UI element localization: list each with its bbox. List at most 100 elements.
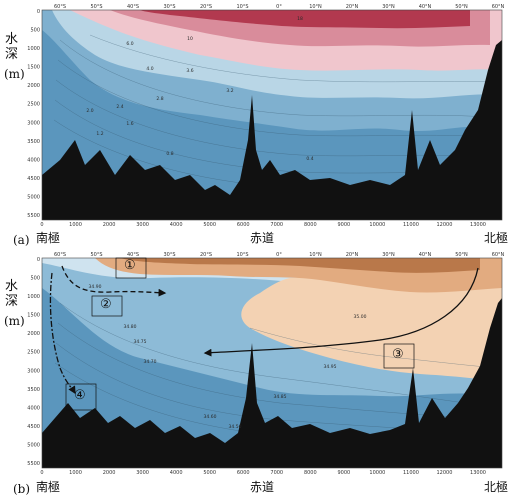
latitude-tick-label: 20°N xyxy=(346,4,359,10)
depth-tick-label: 5000 xyxy=(27,442,40,448)
contour-value-label: 34.75 xyxy=(134,339,147,345)
contour-value-label: 35.00 xyxy=(354,314,367,320)
latitude-tick-label: 0° xyxy=(276,4,282,10)
contour-value-label: 34.95 xyxy=(324,364,337,370)
distance-tick-label: 0 xyxy=(40,222,43,228)
panel-b-plot: 60°S 50°S 40°S 30°S 20°S 10°S 0° 10°N 20°N 30°N 40… xyxy=(27,252,504,476)
distance-tick-label: 1000 xyxy=(69,222,82,228)
latitude-tick-label: 40°S xyxy=(127,252,139,258)
distance-tick-label: 10000 xyxy=(369,222,385,228)
latitude-tick-label: 40°S xyxy=(127,4,139,10)
marker-3-box xyxy=(383,343,415,369)
contour-value-label: 34.60 xyxy=(204,414,217,420)
latitude-tick-label: 50°S xyxy=(90,252,102,258)
contour-value-label: 3.2 xyxy=(226,88,233,94)
latitude-tick-label: 30°S xyxy=(163,252,175,258)
depth-tick-label: 4500 xyxy=(27,424,40,430)
latitude-tick-label: 60°S xyxy=(54,252,66,258)
panel-b-salinity-section: 60°S 50°S 40°S 30°S 20°S 10°S 0° 10°N 20°N 30°N 40… xyxy=(0,248,508,497)
salty-north-atlantic-water xyxy=(241,272,502,383)
distance-tick-label: 11000 xyxy=(403,222,419,228)
depth-tick-label: 4000 xyxy=(27,405,40,411)
distance-tick-label: 2000 xyxy=(103,470,116,476)
latitude-tick-label: 60°N xyxy=(492,4,505,10)
warm-surface-water xyxy=(140,10,470,29)
arrow-3-north-atlantic-deep-water xyxy=(203,267,479,357)
distance-tick-label: 7000 xyxy=(270,222,283,228)
depth-tick-label: 3500 xyxy=(27,387,40,393)
contour-value-label: 4.0 xyxy=(146,66,153,72)
depth-tick-label: 5500 xyxy=(27,213,40,219)
contour-value-label: 2.0 xyxy=(86,108,93,114)
depth-tick-label: 3000 xyxy=(27,120,40,126)
seafloor-bathymetry xyxy=(42,298,502,468)
seafloor-bathymetry xyxy=(42,40,502,220)
contour-value-label: 34.90 xyxy=(89,284,102,290)
latitude-tick-label: 30°N xyxy=(382,252,395,258)
contour-value-label: 18 xyxy=(297,16,303,22)
arrow-4-antarctic-bottom-water xyxy=(49,272,76,395)
latitude-tick-label: 30°N xyxy=(382,4,395,10)
panel-a-plot: 60°S 50°S 40°S 30°S 20°S 10°S 0° 10°N 20°N 30°N 40… xyxy=(27,4,505,228)
contour-value-label: 6.0 xyxy=(126,41,133,47)
distance-tick-label: 13000 xyxy=(470,222,486,228)
distance-tick-label: 8000 xyxy=(304,222,317,228)
depth-tick-label: 1500 xyxy=(27,65,40,71)
very-salty-surface-water xyxy=(120,258,480,273)
depth-tick-label: 0 xyxy=(37,9,40,15)
latitude-tick-label: 50°N xyxy=(455,252,468,258)
marker-2-box xyxy=(91,295,123,317)
marker-3: ③ xyxy=(392,347,404,362)
depth-label-char-1: 水 xyxy=(5,32,19,47)
latitude-tick-label: 10°N xyxy=(309,4,322,10)
equator-label: 赤道 xyxy=(250,480,275,494)
panel-letter: (a) xyxy=(13,233,30,247)
depth-label-char-2: 深 xyxy=(5,47,19,62)
latitude-tick-label: 60°S xyxy=(54,4,66,10)
distance-tick-label: 9000 xyxy=(337,470,350,476)
contour-value-label: 1.2 xyxy=(96,131,103,137)
contour-value-label: 0.8 xyxy=(166,151,173,157)
depth-label-char-1: 水 xyxy=(5,279,19,294)
distance-tick-label: 8000 xyxy=(304,470,317,476)
south-pole-label: 南極 xyxy=(36,480,61,494)
depth-unit: (m) xyxy=(4,314,25,328)
depth-tick-label: 2500 xyxy=(27,350,40,356)
depth-tick-label: 1000 xyxy=(27,294,40,300)
depth-tick-label: 0 xyxy=(37,257,40,263)
panel-letter: (b) xyxy=(13,482,31,496)
latitude-tick-label: 20°S xyxy=(200,4,212,10)
latitude-tick-label: 20°S xyxy=(200,252,212,258)
plot-frame xyxy=(41,257,503,469)
latitude-tick-label: 20°N xyxy=(346,252,359,258)
distance-tick-label: 10000 xyxy=(369,470,385,476)
contour-value-label: 34.50 xyxy=(229,424,242,430)
depth-tick-label: 5000 xyxy=(27,194,40,200)
contour-value-label: 2.4 xyxy=(116,104,123,110)
depth-tick-label: 3500 xyxy=(27,139,40,145)
distance-tick-label: 4000 xyxy=(170,222,183,228)
depth-tick-label: 4500 xyxy=(27,176,40,182)
latitude-tick-label: 50°S xyxy=(90,4,102,10)
north-pole-label: 北極 xyxy=(484,231,508,245)
distance-tick-label: 6000 xyxy=(237,222,250,228)
depth-tick-label: 1000 xyxy=(27,46,40,52)
distance-tick-label: 2000 xyxy=(103,222,116,228)
marker-4-box xyxy=(65,383,97,411)
contour-value-label: 3.6 xyxy=(186,68,193,74)
latitude-tick-label: 40°N xyxy=(419,252,432,258)
depth-tick-label: 2000 xyxy=(27,83,40,89)
marker-1: ① xyxy=(124,258,136,273)
depth-tick-label: 500 xyxy=(30,276,40,282)
contour-value-label: 34.70 xyxy=(144,359,157,365)
distance-tick-label: 5000 xyxy=(203,470,216,476)
distance-tick-label: 0 xyxy=(40,470,43,476)
depth-tick-label: 4000 xyxy=(27,157,40,163)
distance-tick-label: 13000 xyxy=(470,470,486,476)
depth-label-char-2: 深 xyxy=(5,294,19,309)
latitude-tick-label: 10°S xyxy=(236,4,248,10)
contour-value-label: 34.80 xyxy=(124,324,137,330)
plot-frame xyxy=(41,9,503,221)
depth-tick-label: 2000 xyxy=(27,331,40,337)
marker-4: ④ xyxy=(74,388,86,403)
